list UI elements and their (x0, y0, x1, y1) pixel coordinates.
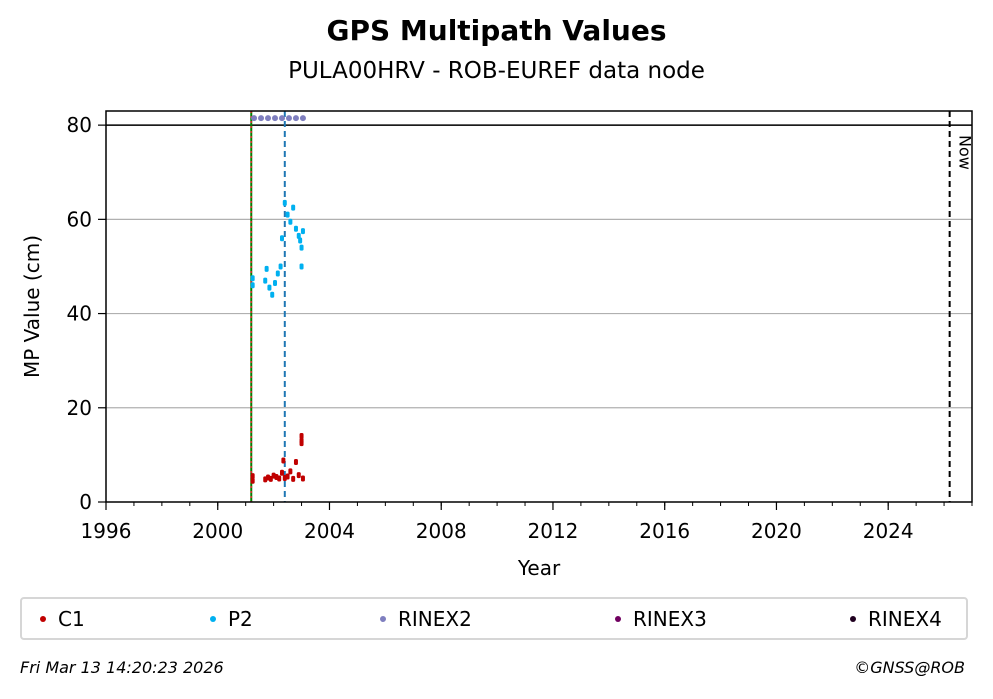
data-point (300, 475, 305, 482)
data-point (285, 473, 290, 480)
y-tick-label: 0 (79, 490, 92, 514)
footer-timestamp: Fri Mar 13 14:20:23 2026 (20, 658, 224, 677)
data-point (288, 468, 293, 475)
data-point (263, 277, 268, 284)
data-point (279, 469, 284, 476)
legend-label: RINEX2 (398, 607, 472, 631)
data-point (299, 433, 304, 440)
data-point (250, 282, 255, 289)
footer-copyright: ©GNSS@ROB (854, 658, 965, 677)
legend-item-c1: C1 (22, 606, 85, 632)
legend-label: C1 (58, 607, 85, 631)
chart-area: Now 1996 2000 2004 2008 2012 2016 2020 2024 0 20 40… (20, 110, 975, 580)
data-point (292, 115, 299, 122)
data-point (281, 457, 286, 464)
data-point (264, 265, 269, 272)
data-point (299, 115, 306, 122)
data-point (299, 263, 304, 270)
data-point (258, 115, 265, 122)
data-point (277, 475, 282, 482)
data-point (265, 115, 272, 122)
data-point (300, 228, 305, 235)
legend-item-rinex3: RINEX3 (597, 606, 707, 632)
chart-subtitle: PULA00HRV - ROB-EUREF data node (288, 58, 705, 84)
legend-marker-icon (40, 616, 46, 622)
data-point (282, 199, 287, 206)
plot-frame (105, 110, 973, 503)
legend-item-rinex2: RINEX2 (362, 606, 472, 632)
legend-item-rinex4: RINEX4 (832, 606, 942, 632)
legend-marker-icon (850, 616, 856, 622)
data-point (275, 270, 280, 277)
x-tick-label: 2020 (751, 519, 802, 543)
data-point (278, 263, 283, 270)
data-point (293, 225, 298, 232)
y-tick-label: 60 (67, 207, 92, 231)
data-point (298, 237, 303, 244)
data-point (291, 204, 296, 211)
data-point (270, 291, 275, 298)
data-point (296, 232, 301, 239)
data-point (285, 115, 292, 122)
data-point (285, 211, 290, 218)
x-tick-label: 1996 (81, 519, 132, 543)
data-point (250, 275, 255, 282)
legend-marker-icon (210, 616, 216, 622)
x-tick-label: 2016 (639, 519, 690, 543)
legend-marker-icon (615, 616, 621, 622)
x-axis-label: Year (517, 556, 561, 580)
data-point (296, 472, 301, 479)
legend-marker-icon (380, 616, 386, 622)
data-point (272, 115, 279, 122)
legend-label: P2 (228, 607, 253, 631)
x-tick-label: 2024 (863, 519, 914, 543)
data-point (291, 475, 296, 482)
legend-item-p2: P2 (192, 606, 253, 632)
data-point (250, 473, 255, 480)
y-tick-label: 20 (67, 396, 92, 420)
data-point (267, 284, 272, 291)
x-tick-label: 2008 (416, 519, 467, 543)
chart-title: GPS Multipath Values (326, 14, 667, 47)
y-tick-label: 40 (67, 302, 92, 326)
y-axis-label: MP Value (cm) (20, 235, 44, 378)
x-tick-label: 2004 (304, 519, 355, 543)
y-tick-label: 80 (67, 113, 92, 137)
data-point (299, 244, 304, 251)
data-point (278, 115, 285, 122)
x-tick-label: 2012 (528, 519, 579, 543)
legend-label: RINEX3 (633, 607, 707, 631)
data-point (299, 440, 304, 447)
legend: C1 P2 RINEX2 RINEX3 RINEX4 (20, 597, 968, 640)
legend-label: RINEX4 (868, 607, 942, 631)
data-point (250, 477, 255, 484)
data-point (251, 115, 258, 122)
data-point (279, 235, 284, 242)
now-label: Now (956, 135, 975, 170)
data-point (288, 218, 293, 225)
data-point (293, 458, 298, 465)
data-point (273, 279, 278, 286)
x-tick-label: 2000 (192, 519, 243, 543)
